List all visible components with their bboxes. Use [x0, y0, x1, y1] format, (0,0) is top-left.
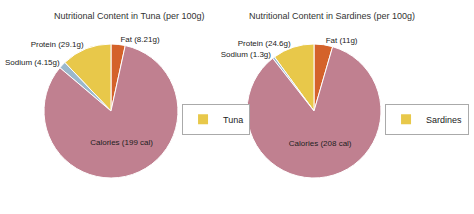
- svg-text:Tuna: Tuna: [223, 115, 243, 125]
- svg-text:Protein (24.6g): Protein (24.6g): [238, 39, 291, 48]
- svg-text:Fat (11g): Fat (11g): [326, 36, 358, 45]
- svg-text:Sodium (1.3g): Sodium (1.3g): [221, 50, 272, 59]
- svg-text:Nutritional Content in Tuna (p: Nutritional Content in Tuna (per 100g): [54, 11, 205, 21]
- svg-text:Nutritional Content in Sardine: Nutritional Content in Sardines (per 100…: [249, 11, 415, 21]
- svg-text:Fat (8.21g): Fat (8.21g): [120, 35, 159, 44]
- svg-text:Calories (199 cal): Calories (199 cal): [90, 138, 153, 147]
- svg-text:Sodium (4.15g): Sodium (4.15g): [5, 58, 60, 67]
- svg-text:Protein (29.1g): Protein (29.1g): [31, 40, 84, 49]
- svg-text:Sardines: Sardines: [426, 115, 462, 125]
- svg-text:Calories (208 cal): Calories (208 cal): [289, 139, 352, 148]
